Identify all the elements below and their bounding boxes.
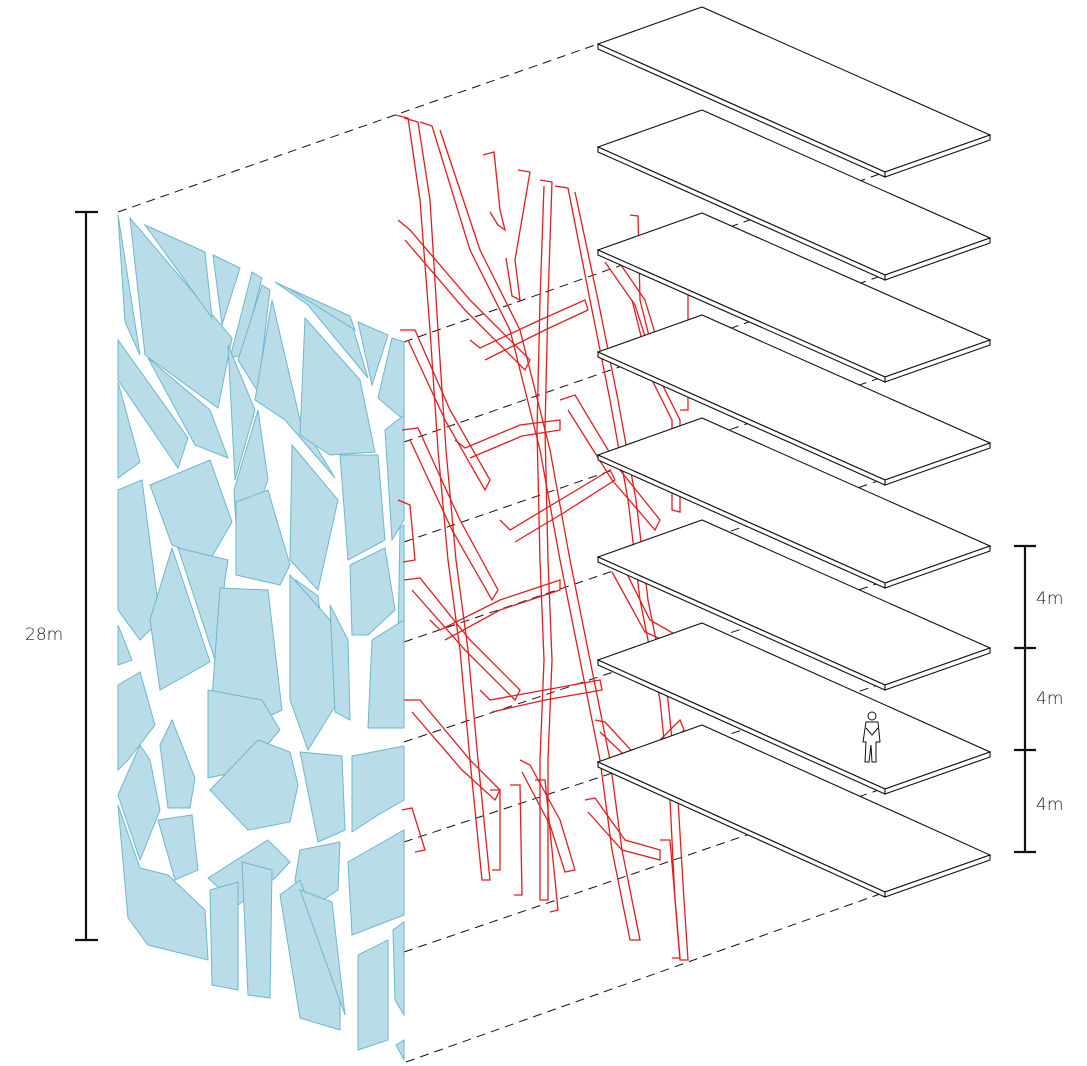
glass-pane <box>227 344 256 481</box>
structure-member <box>454 419 561 459</box>
glass-pane <box>339 454 386 561</box>
glass-pane <box>177 547 229 661</box>
floor-spacing-dimension: 4m 4m 4m <box>1014 544 1063 854</box>
glass-pane <box>117 479 161 641</box>
glass-pane <box>117 671 156 772</box>
structure-member <box>397 499 416 563</box>
structure-member <box>559 394 661 532</box>
glass-pane <box>117 381 141 479</box>
structure-member <box>469 299 589 361</box>
structure-member <box>499 469 616 543</box>
floor-slab <box>596 314 992 486</box>
glass-pane <box>351 745 405 833</box>
floor-spacing-label: 4m <box>1036 689 1063 709</box>
structure-member <box>479 679 603 713</box>
structure-member <box>536 179 553 901</box>
glass-pane <box>392 921 405 1017</box>
height-label: 28m <box>25 625 63 645</box>
branching-structure <box>394 114 689 961</box>
glass-pane <box>149 546 211 691</box>
glass-pane <box>349 547 396 636</box>
glass-pane <box>289 573 346 752</box>
human-scale-figure <box>862 711 881 763</box>
glass-pane <box>157 814 199 881</box>
floor-slab <box>596 417 992 589</box>
glass-pane <box>395 1039 405 1061</box>
glass-pane <box>117 338 189 470</box>
glass-pane <box>367 619 405 729</box>
glass-pane <box>254 299 336 479</box>
floor-slab <box>596 6 992 178</box>
structure-member <box>404 699 501 802</box>
floor-spacing-label: 4m <box>1036 589 1063 609</box>
structure-member <box>510 784 523 896</box>
structure-member <box>400 329 491 492</box>
structure-member <box>584 797 661 861</box>
glass-pane <box>287 287 356 332</box>
floor-slab <box>596 622 992 795</box>
floor-slab <box>596 724 992 898</box>
structure-member <box>490 789 501 871</box>
glass-pane <box>147 357 229 459</box>
floor-slab <box>596 212 992 383</box>
glass-pane <box>117 743 161 862</box>
glass-pane <box>289 443 339 592</box>
glass-pane <box>241 861 273 999</box>
glass-pane <box>357 321 389 387</box>
structure-member <box>419 121 641 941</box>
glass-pane <box>149 459 233 561</box>
glass-pane <box>384 413 405 542</box>
glass-pane <box>211 587 283 721</box>
structure-member <box>401 427 499 602</box>
glass-pane <box>117 624 133 666</box>
glass-pane <box>159 718 196 809</box>
structure-member <box>554 185 689 961</box>
structure-member <box>394 114 491 881</box>
glass-pane <box>299 316 376 456</box>
floor-slabs <box>596 6 992 898</box>
floor-slab <box>596 519 992 691</box>
structure-member <box>397 219 531 372</box>
structure-member <box>660 839 681 959</box>
glass-pane <box>209 739 299 831</box>
height-dimension: 28m <box>25 210 98 942</box>
structure-member <box>429 579 561 641</box>
structure-member <box>401 807 426 853</box>
glass-pane <box>117 214 141 356</box>
glass-pane <box>235 489 291 586</box>
glass-pane <box>299 751 346 843</box>
structure-member <box>505 169 531 302</box>
structure-member <box>482 151 507 232</box>
glass-pane <box>347 829 405 936</box>
structure-member <box>403 577 521 702</box>
glass-pane <box>212 254 241 326</box>
glass-pane <box>357 939 389 1051</box>
floor-spacing-label: 4m <box>1036 795 1063 815</box>
glass-pane <box>117 804 209 961</box>
structure-member <box>535 779 559 913</box>
glass-pane <box>143 223 213 320</box>
glass-pane <box>209 881 239 991</box>
glass-facade-panel <box>117 214 405 1061</box>
glass-pane <box>329 604 351 721</box>
floor-slab <box>596 109 992 281</box>
glass-pane <box>279 879 341 1031</box>
glass-pane <box>299 889 346 1016</box>
